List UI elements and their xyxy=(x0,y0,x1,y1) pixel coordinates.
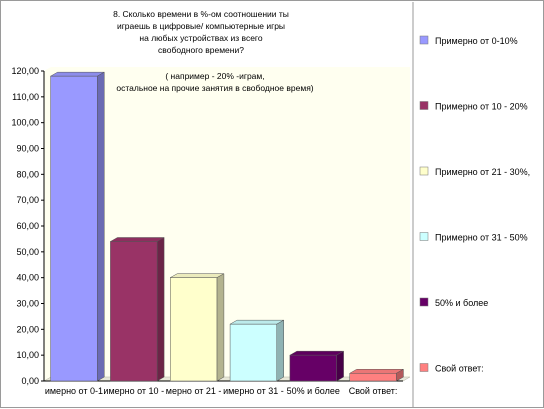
legend-label: Свой ответ: xyxy=(435,364,484,374)
bar-front xyxy=(110,241,158,382)
legend-label: Примерно от 10 - 20% xyxy=(435,102,528,112)
bar-front xyxy=(289,354,337,382)
bar xyxy=(229,319,285,382)
legend-label: 50% и более xyxy=(435,298,488,308)
legend-label: Примерно от 31 - 50% xyxy=(435,233,528,243)
y-tick-label: 20,00 xyxy=(16,324,39,334)
y-tick-label: 60,00 xyxy=(16,221,39,231)
subtitle-line: ( например - 20% -играм, xyxy=(165,71,264,81)
legend-item: Свой ответ: xyxy=(419,363,484,374)
title-line: играешь в цифровые/ компьютерные игры xyxy=(117,21,285,31)
bars xyxy=(49,71,405,382)
bar-front xyxy=(349,373,397,382)
bar xyxy=(49,71,106,382)
legend-swatch xyxy=(419,166,429,176)
legend-item: Примерно от 0-10% xyxy=(419,35,518,46)
bar-front xyxy=(50,75,98,382)
bar-side xyxy=(216,273,225,382)
legend-swatch xyxy=(419,232,429,241)
legend-swatch xyxy=(419,35,429,45)
bar-side xyxy=(156,237,165,382)
legend-label: Примерно от 21 - 30%, xyxy=(435,167,530,177)
x-axis-labels: имерно от 0-1 имерно от 10 - мерно от 21 -… xyxy=(45,386,398,396)
legend: Примерно от 0-10% Примерно от 10 - 20% При… xyxy=(419,35,530,374)
bar-front xyxy=(169,277,218,382)
bar xyxy=(348,368,405,382)
bar-top xyxy=(49,71,106,77)
legend-item: 50% и более xyxy=(419,297,488,308)
title-line: свободного времени? xyxy=(158,45,244,55)
y-tick-label: 10,00 xyxy=(16,350,39,360)
legend-item: Примерно от 31 - 50% xyxy=(419,232,528,243)
legend-label: Примерно от 0-10% xyxy=(435,36,518,46)
y-tick-label: 50,00 xyxy=(16,247,39,257)
x-tick-label: имерно от 31 - xyxy=(223,386,284,396)
chart-title: 8. Сколько времени в %-ом соотношении ты… xyxy=(113,9,289,55)
x-tick-label: мерно от 21 - xyxy=(166,386,222,396)
y-tick-label: 40,00 xyxy=(16,273,39,283)
x-tick-label: Свой ответ: xyxy=(349,386,398,396)
bar-side xyxy=(276,319,285,382)
bar-top xyxy=(288,350,345,356)
y-tick-label: 80,00 xyxy=(16,169,39,179)
x-tick-label: 50% и более xyxy=(287,386,340,396)
bar xyxy=(109,237,166,382)
bar-top xyxy=(348,369,405,374)
bar xyxy=(169,273,225,382)
bar xyxy=(288,350,345,382)
y-tick-label: 100,00 xyxy=(11,118,39,128)
bar-top xyxy=(169,273,225,278)
subtitle-line: остальное на прочие занятия в свободное … xyxy=(116,83,313,93)
x-tick-label: имерно от 10 - xyxy=(103,386,164,396)
y-tick-label: 70,00 xyxy=(16,195,39,205)
y-tick-label: 90,00 xyxy=(16,144,39,154)
chart-subtitle: ( например - 20% -играм, остальное на пр… xyxy=(116,71,313,93)
bar-top xyxy=(229,319,285,325)
bar-front xyxy=(229,323,278,382)
legend-swatch xyxy=(419,101,429,110)
y-tick-label: 120,00 xyxy=(11,66,39,76)
bar-side xyxy=(97,71,105,382)
y-tick-label: 0,00 xyxy=(21,376,39,386)
legend-swatch xyxy=(419,297,429,307)
legend-swatch xyxy=(419,363,429,372)
legend-item: Примерно от 21 - 30%, xyxy=(419,166,530,177)
bar-side xyxy=(336,350,344,382)
title-line: на любых устройствах из всего xyxy=(139,33,262,43)
bar-top xyxy=(109,237,166,242)
legend-item: Примерно от 10 - 20% xyxy=(419,101,528,112)
x-tick-label: имерно от 0-1 xyxy=(45,386,103,396)
y-tick-label: 110,00 xyxy=(12,92,39,102)
title-line: 8. Сколько времени в %-ом соотношении ты xyxy=(113,9,289,19)
y-axis: 0,00 10,00 20,00 30,00 40,00 50,00 60,00 70,00 8… xyxy=(11,66,403,386)
y-tick-label: 30,00 xyxy=(16,299,39,309)
